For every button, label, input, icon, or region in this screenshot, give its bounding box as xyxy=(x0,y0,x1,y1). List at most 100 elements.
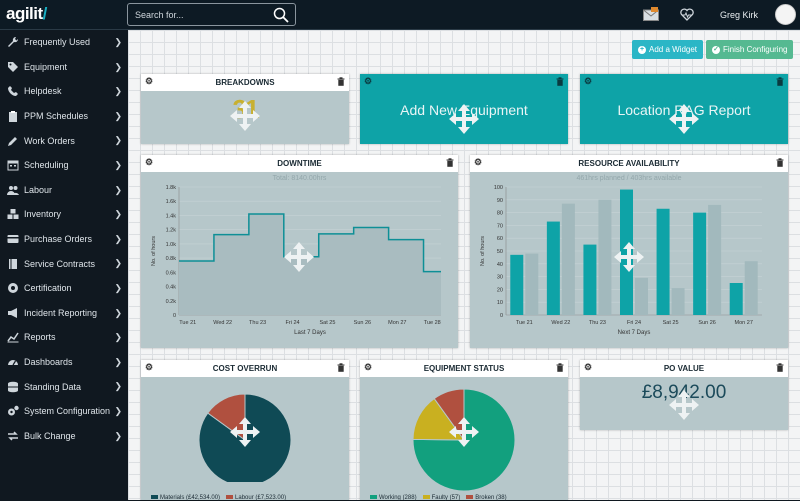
equipment-status-widget[interactable]: ⚙ EQUIPMENT STATUS Working (288) Faulty (… xyxy=(360,360,568,501)
y-tick-label: 90 xyxy=(497,198,503,204)
x-tick-label: Fri 24 xyxy=(627,320,641,326)
gear-icon[interactable]: ⚙ xyxy=(145,157,154,167)
certificate-icon xyxy=(6,282,20,294)
sidebar-item-ppm-schedules[interactable]: PPM Schedules ❯ xyxy=(0,104,128,129)
sidebar-item-label: Purchase Orders xyxy=(24,234,93,245)
downtime-area xyxy=(179,214,441,315)
y-tick-label: 100 xyxy=(494,185,503,191)
legend-item: Faulty (57) xyxy=(422,495,460,501)
move-icon[interactable] xyxy=(449,104,479,134)
x-tick-label: Mon 27 xyxy=(388,320,406,326)
trash-icon[interactable] xyxy=(776,77,784,86)
y-tick-label: 40 xyxy=(497,262,503,268)
gear-icon[interactable]: ⚙ xyxy=(584,362,593,372)
search-icon[interactable] xyxy=(273,7,289,23)
trash-icon[interactable] xyxy=(446,158,454,167)
location-rag-report-widget[interactable]: ⚙ Location RAG Report xyxy=(580,74,788,144)
trash-icon[interactable] xyxy=(776,158,784,167)
add-widget-label: Add a Widget xyxy=(649,45,698,54)
breakdowns-widget[interactable]: ⚙BREAKDOWNS 31 xyxy=(141,74,349,144)
sidebar-item-frequently-used[interactable]: Frequently Used ❯ xyxy=(0,30,128,55)
move-icon[interactable] xyxy=(669,390,699,420)
sidebar-item-purchase-orders[interactable]: Purchase Orders ❯ xyxy=(0,227,128,252)
y-tick-label: 1.2k xyxy=(166,228,177,234)
sidebar-item-reports[interactable]: Reports ❯ xyxy=(0,325,128,350)
pie-slice xyxy=(412,388,516,492)
widget-title: RESOURCE AVAILABILITY xyxy=(578,159,680,168)
y-tick-label: 0 xyxy=(173,313,176,319)
x-tick-label: Sat 25 xyxy=(320,320,336,326)
widget-header: ⚙ RESOURCE AVAILABILITY xyxy=(470,155,788,172)
add-new-equipment-widget[interactable]: ⚙ Add New Equipment xyxy=(360,74,568,144)
sidebar-item-work-orders[interactable]: Work Orders ❯ xyxy=(0,128,128,153)
sidebar-item-helpdesk[interactable]: Helpdesk ❯ xyxy=(0,79,128,104)
sidebar-item-scheduling[interactable]: Scheduling ❯ xyxy=(0,153,128,178)
gear-icon[interactable]: ⚙ xyxy=(474,157,483,167)
cogs-icon xyxy=(6,405,20,417)
sidebar-item-labour[interactable]: Labour ❯ xyxy=(0,178,128,203)
heart-pulse-icon[interactable] xyxy=(680,8,694,21)
sidebar-item-certification[interactable]: Certification ❯ xyxy=(0,276,128,301)
finish-configuring-button[interactable]: ✓ Finish Configuring xyxy=(706,40,794,59)
gear-icon[interactable]: ⚙ xyxy=(364,76,373,86)
bar xyxy=(656,208,670,315)
x-tick-label: Wed 22 xyxy=(213,320,232,326)
cubes-icon xyxy=(6,208,20,220)
x-tick-label: Thu 23 xyxy=(249,320,266,326)
sidebar-item-bulk-change[interactable]: Bulk Change ❯ xyxy=(0,424,128,449)
mail-icon[interactable] xyxy=(643,7,659,21)
y-tick-label: 60 xyxy=(497,236,503,242)
trash-icon[interactable] xyxy=(556,77,564,86)
x-tick-label: Sat 25 xyxy=(663,320,679,326)
sidebar-item-incident-reporting[interactable]: Incident Reporting ❯ xyxy=(0,301,128,326)
search-input[interactable] xyxy=(135,7,270,23)
trash-icon[interactable] xyxy=(776,363,784,372)
move-icon[interactable] xyxy=(230,101,260,131)
downtime-widget[interactable]: ⚙ DOWNTIME Total: 8140.00hrs 0 0.2k 0.4k 0.6… xyxy=(141,155,458,348)
sidebar-item-inventory[interactable]: Inventory ❯ xyxy=(0,202,128,227)
chevron-right-icon: ❯ xyxy=(114,61,122,72)
move-icon[interactable] xyxy=(614,242,644,272)
trash-icon[interactable] xyxy=(337,363,345,372)
gear-icon[interactable]: ⚙ xyxy=(145,362,154,372)
bar xyxy=(598,199,612,315)
move-icon[interactable] xyxy=(449,417,479,447)
move-icon[interactable] xyxy=(230,417,260,447)
chevron-right-icon: ❯ xyxy=(114,159,122,170)
sidebar-item-equipment[interactable]: Equipment ❯ xyxy=(0,55,128,80)
gear-icon[interactable]: ⚙ xyxy=(145,76,154,86)
gear-icon[interactable]: ⚙ xyxy=(584,76,593,86)
chevron-right-icon: ❯ xyxy=(114,233,122,244)
po-value-widget[interactable]: ⚙PO VALUE £8,942.00 xyxy=(580,360,788,430)
bar xyxy=(729,283,743,315)
bar xyxy=(583,244,597,315)
chevron-right-icon: ❯ xyxy=(114,356,122,367)
y-tick-label: 0.4k xyxy=(166,285,177,291)
sidebar-item-system-configuration[interactable]: System Configuration ❯ xyxy=(0,399,128,424)
move-icon[interactable] xyxy=(669,104,699,134)
sidebar-item-label: Inventory xyxy=(24,209,62,220)
y-tick-label: 30 xyxy=(497,275,503,281)
widget-title: COST OVERRUN xyxy=(212,364,278,373)
user-name[interactable]: Greg Kirk xyxy=(720,10,759,20)
trash-icon[interactable] xyxy=(556,363,564,372)
x-axis-label: Last 7 Days xyxy=(294,330,326,336)
sidebar-item-label: Incident Reporting xyxy=(24,307,98,318)
move-icon[interactable] xyxy=(284,242,314,272)
phone-icon xyxy=(6,85,20,97)
add-widget-button[interactable]: + Add a Widget xyxy=(632,40,704,59)
cost-overrun-widget[interactable]: ⚙ COST OVERRUN Materials (£42,534.00) Lab… xyxy=(141,360,349,501)
resource-availability-widget[interactable]: ⚙ RESOURCE AVAILABILITY 461hrs planned / … xyxy=(470,155,788,348)
app-logo[interactable]: agilit/ xyxy=(6,4,47,24)
y-tick-label: 20 xyxy=(497,287,503,293)
clipboard-icon xyxy=(6,110,20,123)
gear-icon[interactable]: ⚙ xyxy=(364,362,373,372)
sidebar-item-standing-data[interactable]: Standing Data ❯ xyxy=(0,374,128,399)
sidebar-item-dashboards[interactable]: Dashboards ❯ xyxy=(0,350,128,375)
x-tick-label: Mon 27 xyxy=(735,320,753,326)
sidebar-item-service-contracts[interactable]: Service Contracts ❯ xyxy=(0,251,128,276)
trash-icon[interactable] xyxy=(337,77,345,86)
users-icon xyxy=(6,184,20,196)
avatar[interactable] xyxy=(775,4,796,25)
sidebar-item-label: Frequently Used xyxy=(24,37,91,48)
